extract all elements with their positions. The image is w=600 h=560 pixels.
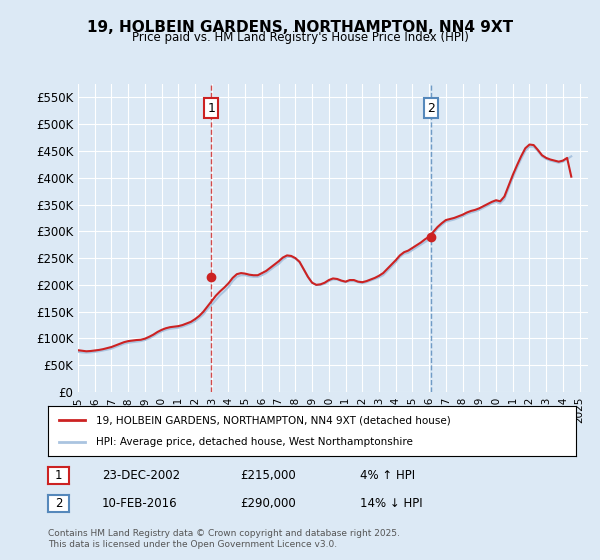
Text: Contains HM Land Registry data © Crown copyright and database right 2025.
This d: Contains HM Land Registry data © Crown c… xyxy=(48,529,400,549)
Text: 2: 2 xyxy=(427,101,435,115)
Text: 2: 2 xyxy=(55,497,62,510)
Text: HPI: Average price, detached house, West Northamptonshire: HPI: Average price, detached house, West… xyxy=(95,437,412,447)
Text: 14% ↓ HPI: 14% ↓ HPI xyxy=(360,497,422,510)
Text: 10-FEB-2016: 10-FEB-2016 xyxy=(102,497,178,510)
Text: 19, HOLBEIN GARDENS, NORTHAMPTON, NN4 9XT (detached house): 19, HOLBEIN GARDENS, NORTHAMPTON, NN4 9X… xyxy=(95,415,450,425)
Text: 19, HOLBEIN GARDENS, NORTHAMPTON, NN4 9XT: 19, HOLBEIN GARDENS, NORTHAMPTON, NN4 9X… xyxy=(87,20,513,35)
Text: £290,000: £290,000 xyxy=(240,497,296,510)
Text: 1: 1 xyxy=(55,469,62,482)
Text: 23-DEC-2002: 23-DEC-2002 xyxy=(102,469,180,482)
Text: £215,000: £215,000 xyxy=(240,469,296,482)
Text: 4% ↑ HPI: 4% ↑ HPI xyxy=(360,469,415,482)
Text: Price paid vs. HM Land Registry's House Price Index (HPI): Price paid vs. HM Land Registry's House … xyxy=(131,31,469,44)
Text: 1: 1 xyxy=(208,101,215,115)
